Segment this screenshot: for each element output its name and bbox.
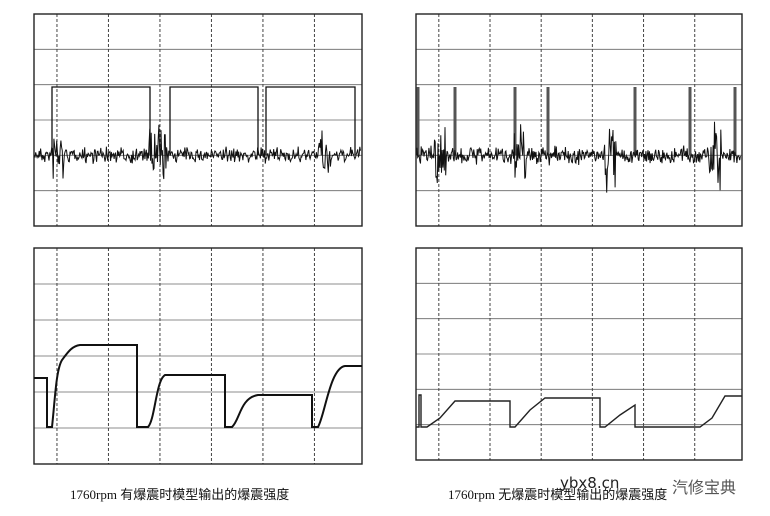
plot-frame	[415, 247, 743, 461]
caption: 1760rpm 无爆震时模型输出的爆震强度	[448, 487, 668, 502]
plot-frame	[33, 13, 363, 227]
watermark-brand: 汽修宝典	[672, 478, 737, 497]
panel-top-right	[415, 13, 743, 227]
panel-bottom-left	[33, 247, 363, 465]
plot-frame	[415, 13, 743, 227]
trace	[34, 124, 361, 180]
window	[51, 86, 356, 155]
panel-top-left	[33, 13, 363, 227]
trace	[416, 394, 742, 428]
trace	[416, 121, 741, 193]
trace	[34, 344, 362, 428]
caption: 1760rpm 有爆震时模型输出的爆震强度	[70, 487, 290, 502]
watermark-site: ybx8.cn	[560, 474, 620, 492]
panel-bottom-right	[415, 247, 743, 461]
plot-frame	[33, 247, 363, 465]
